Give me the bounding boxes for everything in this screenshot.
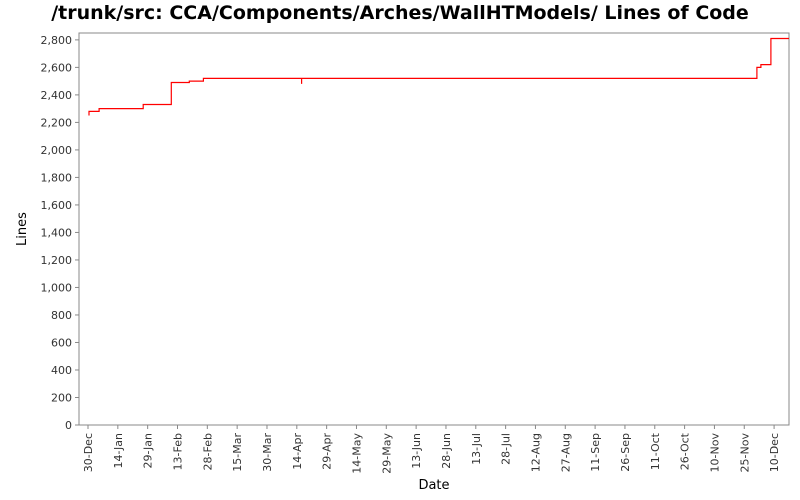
x-tick-label: 14-Jan [112,433,125,469]
y-tick-label: 1,800 [41,171,73,184]
x-tick-label: 29-Jan [142,433,155,469]
y-tick-label: 0 [65,419,72,432]
y-tick-label: 600 [51,336,72,349]
plot-area [78,32,790,426]
x-tick-label: 13-Jun [410,433,423,469]
chart-title: /trunk/src: CCA/Components/Arches/WallHT… [51,2,749,24]
x-tick-label: 13-Feb [171,433,184,470]
x-tick-label: 13-Jul [470,433,483,465]
x-tick-label: 10-Nov [708,433,721,473]
y-tick-label: 1,200 [41,254,73,267]
y-tick-label: 800 [51,309,72,322]
y-tick-label: 2,600 [41,61,73,74]
y-tick-label: 1,400 [41,226,73,239]
x-tick-label: 28-Jul [500,433,513,465]
x-tick-label: 12-Aug [529,433,542,472]
x-axis-label: Date [418,478,449,493]
x-tick-label: 30-Mar [261,433,274,472]
y-tick-label: 1,000 [41,281,73,294]
y-axis-label: Lines [15,212,30,246]
x-tick-label: 27-Aug [559,433,572,472]
x-tick-label: 25-Nov [738,433,751,473]
x-tick-label: 10-Dec [768,433,781,472]
x-tick-label: 28-Jun [440,433,453,469]
x-tick-label: 26-Sep [619,433,632,472]
y-tick-label: 1,600 [41,199,73,212]
series-layer [88,37,789,116]
x-tick-label: 11-Oct [649,432,662,470]
y-tick-label: 2,400 [41,89,73,102]
x-tick-label: 15-Mar [231,433,244,472]
x-tick-label: 29-May [380,433,393,474]
x-tick-label: 30-Dec [82,433,95,472]
y-tick-label: 2,800 [41,34,73,47]
series-line [88,37,789,116]
x-tick-label: 26-Oct [679,432,692,470]
y-tick-label: 2,000 [41,144,73,157]
x-tick-label: 29-Apr [321,433,334,470]
y-tick-label: 200 [51,391,72,404]
y-axis: 0 200 400 600 800 1,000 1,200 1,400 1,600 1,800 2,… [41,34,79,432]
x-tick-label: 14-Apr [291,433,304,470]
x-tick-label: 14-May [350,433,363,474]
x-axis: 30-Dec 14-Jan 29-Jan 13-Feb 28-Feb 15-Mar 30-M… [82,425,781,474]
y-tick-label: 400 [51,364,72,377]
y-tick-label: 2,200 [41,116,73,129]
x-tick-label: 11-Sep [589,433,602,472]
x-tick-label: 28-Feb [201,433,214,470]
